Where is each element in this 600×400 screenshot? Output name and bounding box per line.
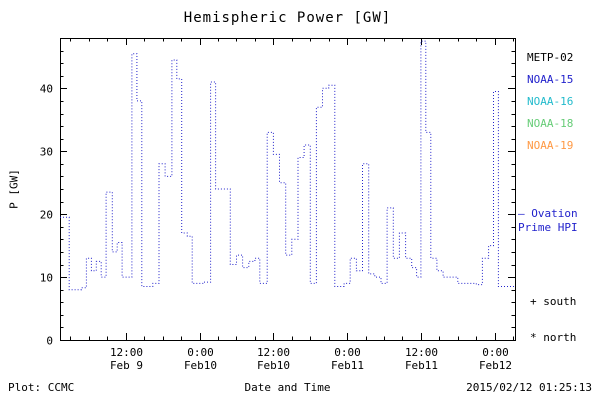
x-tick-date-label: Feb 9 xyxy=(110,359,143,372)
y-tick-label: 40 xyxy=(40,83,53,96)
y-tick-label: 0 xyxy=(46,335,53,348)
north-marker-legend: * north xyxy=(530,331,577,344)
ovation-prime-hpi-label: — Ovation Prime HPI xyxy=(518,207,578,235)
y-tick-label: 10 xyxy=(40,272,53,285)
x-tick-date-label: Feb10 xyxy=(257,359,290,372)
ovation-line1: — Ovation xyxy=(518,207,578,220)
plot-frame xyxy=(60,38,516,341)
legend: METP-02 NOAA-15 NOAA-16 NOAA-18 NOAA-19 xyxy=(527,47,573,157)
timestamp: 2015/02/12 01:25:13 xyxy=(466,381,592,394)
legend-item-noaa-18: NOAA-18 xyxy=(527,117,574,130)
hemispheric-power-data-line xyxy=(60,40,515,291)
legend-item-noaa-19: NOAA-19 xyxy=(527,139,574,152)
x-tick-time-label: 12:00 xyxy=(257,346,290,359)
legend-item-noaa-15: NOAA-15 xyxy=(527,73,574,86)
x-tick-date-label: Feb11 xyxy=(405,359,438,372)
plot-credit: Plot: CCMC xyxy=(8,381,75,394)
x-axis-label: Date and Time xyxy=(244,381,331,394)
y-tick-label: 20 xyxy=(40,209,53,222)
legend-item-metp-02: METP-02 xyxy=(527,51,574,64)
legend-item-noaa-16: NOAA-16 xyxy=(527,95,574,108)
x-tick-time-label: 0:00 xyxy=(187,346,214,359)
x-tick-time-label: 0:00 xyxy=(482,346,509,359)
chart-title: Hemispheric Power [GW] xyxy=(183,10,392,26)
x-tick-date-label: Feb12 xyxy=(479,359,512,372)
south-marker-legend: + south xyxy=(530,295,577,308)
x-tick-time-label: 12:00 xyxy=(110,346,143,359)
x-tick-time-label: 12:00 xyxy=(405,346,438,359)
y-tick-label: 30 xyxy=(40,146,53,159)
x-tick-time-label: 0:00 xyxy=(334,346,361,359)
x-tick-date-label: Feb11 xyxy=(331,359,364,372)
ovation-line2: Prime HPI xyxy=(518,221,578,234)
x-tick-date-label: Feb10 xyxy=(184,359,217,372)
